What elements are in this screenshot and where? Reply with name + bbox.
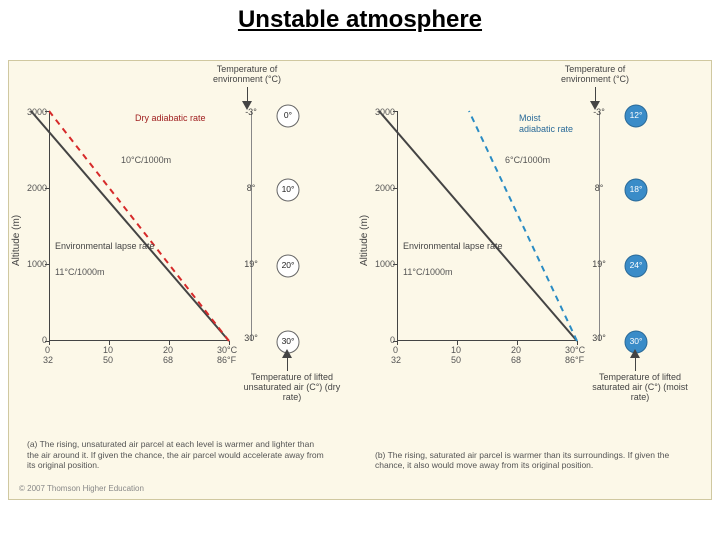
figure-container: Temperature of environment (°C) 0 1000 2… xyxy=(8,60,712,500)
xtick-f: 86°F xyxy=(217,355,236,365)
page-root: Unstable atmosphere Temperature of envir… xyxy=(0,0,720,540)
chart-a: 0 1000 2000 3000 032 1050 2068 30°C86°F … xyxy=(49,111,229,341)
y-axis-label: Altitude (m) xyxy=(11,215,22,266)
ytick: 3000 xyxy=(367,107,395,117)
xtick: 20 xyxy=(511,345,521,355)
env-temp-col-a: -3° 8° 19° 30° xyxy=(235,111,267,341)
air-parcel-icon: 18° xyxy=(623,177,649,203)
chart-svg-a xyxy=(49,111,229,341)
panel-a: Temperature of environment (°C) 0 1000 2… xyxy=(19,67,359,447)
arrow-stem xyxy=(287,357,288,371)
caption-a: (a) The rising, unsaturated air parcel a… xyxy=(27,439,327,471)
xtick-f: 86°F xyxy=(565,355,584,365)
env-col-label-a: Temperature of environment (°C) xyxy=(197,65,297,85)
env-rate-label: Environmental lapse rate xyxy=(55,241,155,252)
xtick-f: 50 xyxy=(103,355,113,365)
air-parcel-icon: 10° xyxy=(275,177,301,203)
xtick-f: 32 xyxy=(43,355,53,365)
xtick: 0 xyxy=(45,345,50,355)
arrow-stem xyxy=(595,87,596,101)
env-temp: 30° xyxy=(583,333,615,343)
dry-rate-value: 10°C/1000m xyxy=(121,155,171,165)
air-parcel-icon: 12° xyxy=(623,103,649,129)
parcel-col-label-b: Temperature of lifted saturated air (C°)… xyxy=(585,373,695,403)
ytick: 2000 xyxy=(19,183,47,193)
moist-rate-value: 6°C/1000m xyxy=(505,155,550,165)
ytick: 2000 xyxy=(367,183,395,193)
arrow-up-icon xyxy=(282,349,292,358)
moist-rate-label: Moist adiabatic rate xyxy=(519,113,577,135)
env-temp-col-b: -3° 8° 19° 30° xyxy=(583,111,615,341)
xtick: 30°C xyxy=(217,345,237,355)
env-col-label-b: Temperature of environment (°C) xyxy=(545,65,645,85)
ytick: 1000 xyxy=(19,259,47,269)
xtick: 0 xyxy=(393,345,398,355)
env-rate-value: 11°C/1000m xyxy=(403,267,452,277)
env-temp: -3° xyxy=(583,107,615,117)
ytick: 0 xyxy=(35,335,47,345)
env-temp: 8° xyxy=(235,183,267,193)
chart-b: 0 1000 2000 3000 032 1050 2068 30°C86°F … xyxy=(397,111,577,341)
air-parcel-icon: 20° xyxy=(275,253,301,279)
xtick-f: 32 xyxy=(391,355,401,365)
arrow-up-icon xyxy=(630,349,640,358)
xtick-f: 50 xyxy=(451,355,461,365)
page-title: Unstable atmosphere xyxy=(0,0,720,34)
xtick: 20 xyxy=(163,345,173,355)
parcel-col-label-a: Temperature of lifted unsaturated air (C… xyxy=(237,373,347,403)
dry-rate-label: Dry adiabatic rate xyxy=(135,113,206,124)
xtick-f: 68 xyxy=(511,355,521,365)
env-temp: -3° xyxy=(235,107,267,117)
xtick: 10 xyxy=(103,345,113,355)
y-axis-label: Altitude (m) xyxy=(359,215,370,266)
air-parcel-icon: 0° xyxy=(275,103,301,129)
ytick: 3000 xyxy=(19,107,47,117)
xtick: 30°C xyxy=(565,345,585,355)
env-temp: 19° xyxy=(583,259,615,269)
copyright-text: © 2007 Thomson Higher Education xyxy=(19,484,144,493)
env-temp: 8° xyxy=(583,183,615,193)
env-temp: 19° xyxy=(235,259,267,269)
panel-b: Temperature of environment (°C) 0 1000 2… xyxy=(367,67,707,447)
air-parcel-icon: 24° xyxy=(623,253,649,279)
arrow-stem xyxy=(635,357,636,371)
chart-svg-b xyxy=(397,111,577,341)
env-temp: 30° xyxy=(235,333,267,343)
arrow-stem xyxy=(247,87,248,101)
env-rate-label: Environmental lapse rate xyxy=(403,241,503,252)
ytick: 0 xyxy=(383,335,395,345)
caption-b: (b) The rising, saturated air parcel is … xyxy=(375,450,675,471)
ytick: 1000 xyxy=(367,259,395,269)
parcel-col-a: 0° 10° 20° 30° xyxy=(275,111,345,341)
env-rate-value: 11°C/1000m xyxy=(55,267,104,277)
xtick: 10 xyxy=(451,345,461,355)
xtick-f: 68 xyxy=(163,355,173,365)
parcel-col-b: 12° 18° 24° 30° xyxy=(623,111,693,341)
